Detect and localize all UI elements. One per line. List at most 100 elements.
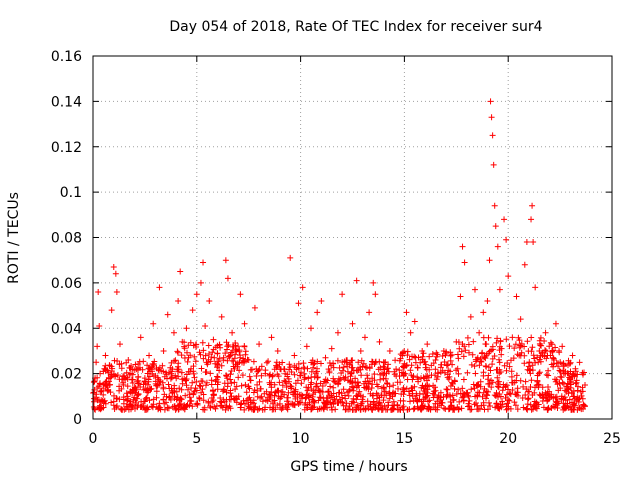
data-point xyxy=(287,254,294,261)
background-points xyxy=(90,334,588,413)
y-tick-label: 0.12 xyxy=(51,140,82,156)
data-point xyxy=(548,361,555,368)
data-point xyxy=(160,347,167,354)
data-point xyxy=(280,366,287,373)
data-point xyxy=(95,288,102,295)
x-tick-label: 5 xyxy=(192,431,201,447)
data-point xyxy=(189,307,196,314)
y-axis-label: ROTI / TECUs xyxy=(6,192,22,284)
y-tick-label: 0 xyxy=(73,412,82,428)
data-point xyxy=(141,375,148,382)
data-point xyxy=(573,377,580,384)
x-tick-label: 20 xyxy=(499,431,517,447)
data-point xyxy=(488,114,495,121)
data-point xyxy=(528,216,535,223)
data-point xyxy=(457,293,464,300)
data-point xyxy=(222,257,229,264)
data-point xyxy=(459,243,466,250)
x-tick-label: 25 xyxy=(603,431,621,447)
data-point xyxy=(480,309,487,316)
data-point xyxy=(133,366,140,373)
data-point xyxy=(106,381,113,388)
data-point xyxy=(461,259,468,266)
data-point xyxy=(491,202,498,209)
data-point xyxy=(121,372,128,379)
data-point xyxy=(503,236,510,243)
data-point xyxy=(218,313,225,320)
data-point xyxy=(93,359,100,366)
data-point xyxy=(146,352,153,359)
data-point xyxy=(471,286,478,293)
data-point xyxy=(486,257,493,264)
data-point xyxy=(403,309,410,316)
data-point xyxy=(447,368,454,375)
axis-ticks xyxy=(92,55,613,420)
data-point xyxy=(418,375,425,382)
data-point xyxy=(108,307,115,314)
data-point xyxy=(393,366,400,373)
data-point xyxy=(339,291,346,298)
data-point xyxy=(411,318,418,325)
data-point xyxy=(229,329,236,336)
data-point xyxy=(116,341,123,348)
data-point xyxy=(492,223,499,230)
data-point xyxy=(125,357,132,364)
data-point xyxy=(565,370,572,377)
data-point xyxy=(505,273,512,280)
data-point xyxy=(343,359,350,366)
y-tick-label: 0.06 xyxy=(51,276,82,292)
data-point xyxy=(530,239,537,246)
data-point xyxy=(372,291,379,298)
data-point xyxy=(490,161,497,168)
data-point xyxy=(129,386,136,393)
data-point xyxy=(424,341,431,348)
data-point xyxy=(168,368,175,375)
data-point xyxy=(94,343,101,350)
data-point xyxy=(245,357,252,364)
data-point xyxy=(386,347,393,354)
data-point xyxy=(501,216,508,223)
x-tick-labels: 0 5 10 15 20 25 xyxy=(89,431,621,447)
data-point xyxy=(237,291,244,298)
data-point xyxy=(177,268,184,275)
data-point xyxy=(467,313,474,320)
data-point xyxy=(376,338,383,345)
y-tick-label: 0.1 xyxy=(60,185,82,201)
data-point xyxy=(200,259,207,266)
data-point xyxy=(529,202,536,209)
data-point xyxy=(328,345,335,352)
data-point xyxy=(314,309,321,316)
data-point xyxy=(97,388,104,395)
data-point xyxy=(256,341,263,348)
data-point xyxy=(523,239,530,246)
data-point xyxy=(241,320,248,327)
x-tick-label: 10 xyxy=(292,431,310,447)
data-point xyxy=(183,325,190,332)
data-point xyxy=(484,298,491,305)
data-point xyxy=(357,347,364,354)
data-point xyxy=(170,329,177,336)
y-tick-label: 0.08 xyxy=(51,231,82,247)
data-point xyxy=(214,361,221,368)
data-point xyxy=(262,370,269,377)
data-point xyxy=(453,338,460,345)
data-point xyxy=(185,354,192,361)
data-point xyxy=(179,338,186,345)
data-point xyxy=(233,347,240,354)
data-point xyxy=(307,325,314,332)
data-point xyxy=(251,304,258,311)
data-point xyxy=(210,336,217,343)
data-point xyxy=(494,243,501,250)
x-tick-label: 15 xyxy=(395,431,413,447)
y-tick-label: 0.14 xyxy=(51,94,82,110)
data-point xyxy=(536,347,543,354)
chart-title: Day 054 of 2018, Rate Of TEC Index for r… xyxy=(169,19,542,35)
data-point xyxy=(96,322,103,329)
data-point xyxy=(113,288,120,295)
grid-lines xyxy=(93,56,612,419)
data-point xyxy=(175,298,182,305)
data-point xyxy=(137,334,144,341)
data-point xyxy=(407,329,414,336)
data-point xyxy=(487,98,494,105)
data-point xyxy=(513,293,520,300)
